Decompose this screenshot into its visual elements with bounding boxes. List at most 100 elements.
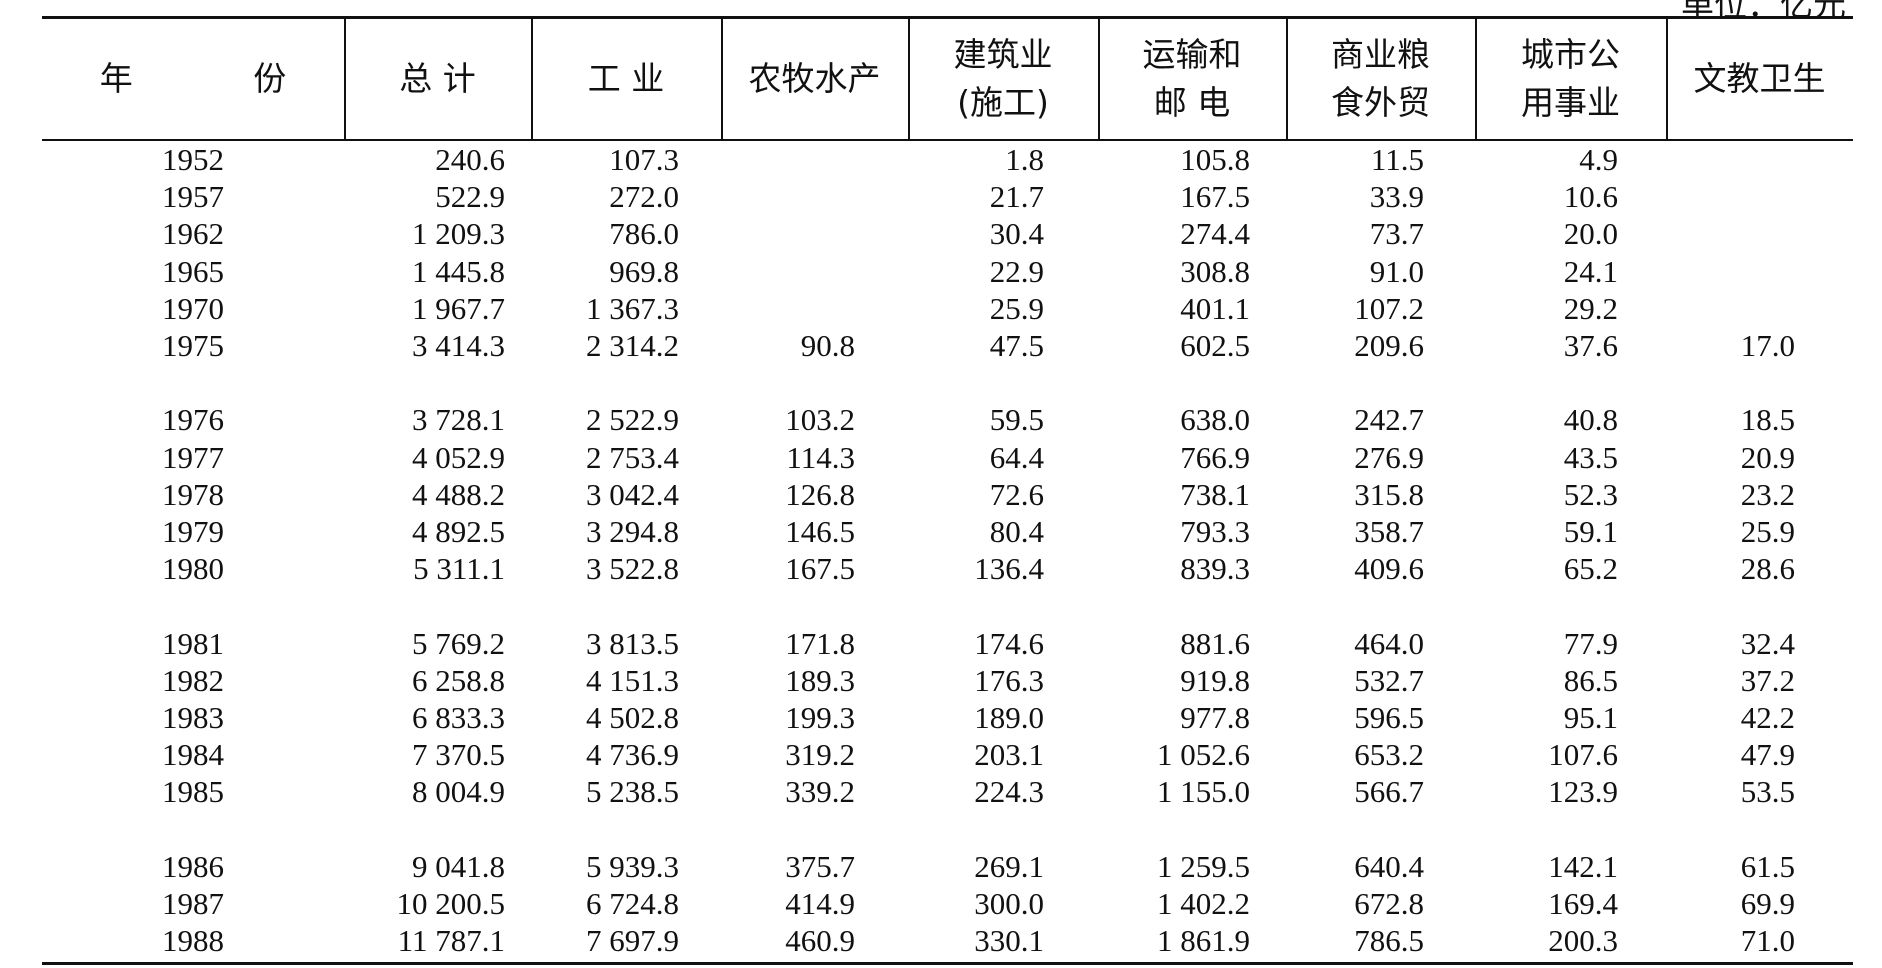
value-cell: 77.9 [1563,625,1618,661]
column-divider [1475,19,1477,139]
year-cell: 1981 [162,625,224,661]
value-cell: 10.6 [1563,179,1618,215]
value-cell: 786.5 [1354,923,1424,959]
value-cell: 640.4 [1354,848,1424,884]
value-cell: 242.7 [1354,402,1424,438]
value-cell: 91.0 [1369,253,1424,289]
value-cell: 4.9 [1579,142,1618,177]
value-cell: 189.3 [785,662,855,698]
value-cell: 169.4 [1548,886,1618,921]
value-cell: 24.1 [1563,253,1618,289]
value-cell: 142.1 [1548,848,1618,884]
value-cell: 167.5 [785,551,855,587]
value-cell: 199.3 [785,700,855,735]
value-cell: 200.3 [1548,923,1618,959]
value-cell: 3 414.3 [412,328,505,363]
value-cell: 358.7 [1354,514,1424,549]
value-cell: 28.6 [1740,551,1795,587]
value-cell: 23.2 [1740,476,1795,512]
value-cell: 766.9 [1180,439,1250,475]
header-line: 商业粮 [1331,35,1430,74]
value-cell: 2 753.4 [586,439,679,475]
value-cell: 72.6 [989,476,1044,512]
year-cell: 1988 [162,923,224,959]
value-cell: 53.5 [1740,774,1795,810]
value-cell: 919.8 [1180,662,1250,698]
value-cell: 136.4 [974,551,1044,587]
value-cell: 123.9 [1548,774,1618,810]
value-cell: 4 892.5 [412,514,505,549]
value-cell: 3 042.4 [586,476,679,512]
value-cell: 107.2 [1354,290,1424,326]
value-cell: 1.8 [1005,142,1044,177]
header-rule [42,139,1853,141]
value-cell: 189.0 [974,700,1044,735]
value-cell: 5 311.1 [413,551,505,587]
value-cell: 3 522.8 [586,551,679,587]
year-cell: 1983 [162,700,224,735]
header-line: 运输和 [1142,35,1242,74]
value-cell: 209.6 [1354,328,1424,363]
value-cell: 11 787.1 [397,923,505,959]
value-cell: 1 861.9 [1157,923,1250,959]
value-cell: 25.9 [1740,514,1795,549]
value-cell: 401.1 [1180,290,1250,326]
column-header: 文教卫生 [1666,19,1853,139]
value-cell: 6 724.8 [586,886,679,921]
value-cell: 65.2 [1563,551,1618,587]
column-header: 运输和邮 电 [1098,19,1286,139]
value-cell: 20.9 [1740,439,1795,475]
year-cell: 1984 [162,737,224,773]
value-cell: 47.9 [1740,737,1795,773]
value-cell: 2 314.2 [586,328,679,363]
year-cell: 1977 [162,439,224,475]
value-cell: 672.8 [1354,886,1424,921]
value-cell: 1 052.6 [1157,737,1250,773]
header-line: 年 份 [99,59,287,98]
year-cell: 1980 [162,551,224,587]
column-header: 工 业 [531,19,721,139]
value-cell: 3 294.8 [586,514,679,549]
value-cell: 61.5 [1740,848,1795,884]
value-cell: 793.3 [1180,514,1250,549]
value-cell: 6 258.8 [412,662,505,698]
value-cell: 464.0 [1354,625,1424,661]
value-cell: 786.0 [609,216,679,252]
value-cell: 33.9 [1369,179,1424,215]
value-cell: 375.7 [785,848,855,884]
value-cell: 59.5 [989,402,1044,438]
value-cell: 18.5 [1740,402,1795,438]
value-cell: 17.0 [1740,328,1795,363]
year-cell: 1952 [162,142,224,177]
value-cell: 103.2 [785,402,855,438]
header-line: 城市公 [1521,35,1620,74]
value-cell: 414.9 [785,886,855,921]
value-cell: 566.7 [1354,774,1424,810]
value-cell: 1 155.0 [1157,774,1250,810]
column-header: 年 份 [42,19,344,139]
value-cell: 315.8 [1354,476,1424,512]
value-cell: 276.9 [1354,439,1424,475]
value-cell: 21.7 [989,179,1044,215]
value-cell: 7 370.5 [412,737,505,773]
value-cell: 2 522.9 [586,402,679,438]
value-cell: 73.7 [1369,216,1424,252]
value-cell: 4 052.9 [412,439,505,475]
value-cell: 330.1 [974,923,1044,959]
year-cell: 1982 [162,662,224,698]
year-cell: 1987 [162,886,224,921]
column-divider [1286,19,1288,139]
header-line: 总 计 [399,59,476,98]
value-cell: 52.3 [1563,476,1618,512]
value-cell: 176.3 [974,662,1044,698]
value-cell: 339.2 [785,774,855,810]
value-cell: 71.0 [1740,923,1795,959]
value-cell: 32.4 [1740,625,1795,661]
value-cell: 203.1 [974,737,1044,773]
value-cell: 5 238.5 [586,774,679,810]
value-cell: 174.6 [974,625,1044,661]
value-cell: 881.6 [1180,625,1250,661]
value-cell: 977.8 [1180,700,1250,735]
value-cell: 4 151.3 [586,662,679,698]
value-cell: 240.6 [435,142,505,177]
